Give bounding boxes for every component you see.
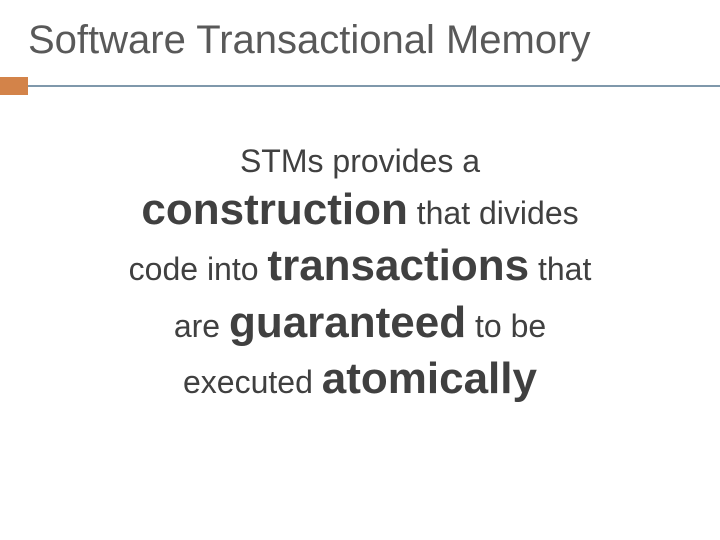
body-text: executed [183,364,322,400]
body-emph: construction [141,185,407,234]
slide-body: STMs provides a construction that divide… [0,141,720,407]
title-divider [0,77,720,95]
body-emph: transactions [267,241,529,290]
body-text: STMs provides a [240,143,480,179]
body-text: are [174,308,229,344]
body-line-2: construction that divides [50,182,670,238]
slide: Software Transactional Memory STMs provi… [0,0,720,540]
body-emph: atomically [322,354,537,403]
body-line-4: are guaranteed to be [50,295,670,351]
body-line-3: code into transactions that [50,238,670,294]
accent-box [0,77,28,95]
body-text: to be [466,308,546,344]
slide-title: Software Transactional Memory [0,18,720,63]
body-text: that [529,251,591,287]
body-emph: guaranteed [229,298,466,347]
body-text: code into [129,251,268,287]
divider-line [28,77,720,95]
body-line-5: executed atomically [50,351,670,407]
body-line-1: STMs provides a [50,141,670,182]
body-text: that divides [408,195,579,231]
